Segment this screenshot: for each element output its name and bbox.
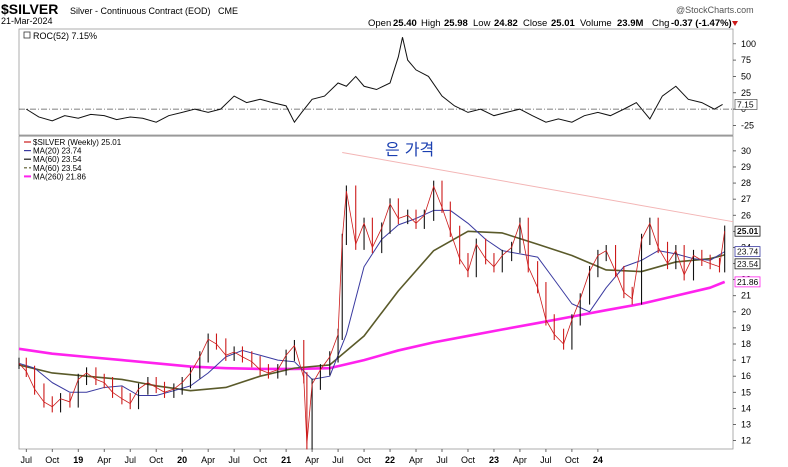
x-tick-label: 24	[593, 455, 603, 465]
price-legend-entry: $SILVER (Weekly) 25.01	[33, 138, 122, 147]
low-value: 24.82	[494, 18, 518, 29]
x-tick-label: 23	[489, 455, 499, 465]
price-legend-entry: MA(20) 23.74	[33, 147, 82, 156]
close-value: 25.01	[551, 18, 575, 29]
price-close-line	[18, 185, 726, 444]
date: 21-Mar-2024	[1, 16, 53, 26]
x-tick-label: 22	[385, 455, 395, 465]
chg-label: Chg	[652, 18, 669, 29]
price-tick-label: 12	[741, 436, 751, 446]
x-tick-label: Jul	[540, 455, 552, 465]
open-value: 25.40	[393, 18, 417, 29]
x-tick-label: Apr	[97, 455, 111, 465]
price-tick-label: 15	[741, 387, 751, 397]
price-tick-label: 28	[741, 178, 751, 188]
x-tick-label: 19	[73, 455, 83, 465]
x-tick-label: Jul	[21, 455, 33, 465]
x-tick-label: Oct	[149, 455, 164, 465]
x-tick-label: Oct	[45, 455, 60, 465]
x-tick-label: Oct	[565, 455, 580, 465]
x-tick-label: 21	[281, 455, 291, 465]
price-tag-value: 23.74	[737, 247, 759, 257]
price-tag	[734, 225, 761, 237]
roc-tick-label: 50	[741, 71, 751, 81]
chg-value: -0.37 (-1.47%)	[671, 18, 732, 29]
description: Silver - Continuous Contract (EOD)	[70, 6, 211, 16]
low-label: Low	[473, 18, 491, 29]
price-tag	[734, 276, 761, 288]
price-tick-label: 20	[741, 307, 751, 317]
price-tick-label: 13	[741, 419, 751, 429]
volume-label: Volume	[580, 18, 612, 29]
price-panel-frame	[18, 135, 734, 450]
x-tick-label: Apr	[305, 455, 319, 465]
roc-series-line	[26, 37, 723, 124]
x-tick-label: Jul	[436, 455, 448, 465]
exchange: CME	[218, 6, 238, 16]
roc-tick-label: 75	[741, 55, 751, 65]
roc-legend-label: ROC(52) 7.15%	[33, 31, 97, 41]
annotation-silver-price: 은 가격	[385, 140, 434, 159]
price-tick-label: 30	[741, 146, 751, 156]
close-label: Close	[523, 18, 547, 29]
trendline	[342, 151, 734, 223]
x-tick-label: 20	[177, 455, 187, 465]
price-tick-label: 18	[741, 339, 751, 349]
roc-last-value: 7.15	[737, 99, 754, 109]
x-tick-label: Oct	[357, 455, 372, 465]
price-tick-label: 21	[741, 291, 751, 301]
x-tick-label: Oct	[253, 455, 268, 465]
roc-legend: ROC(52) 7.15%	[23, 31, 97, 41]
price-tick-label: 29	[741, 162, 751, 172]
price-tick-label: 14	[741, 403, 751, 413]
x-tick-label: Jul	[228, 455, 240, 465]
price-tag	[734, 246, 761, 258]
price-legend-entry: MA(60) 23.54	[33, 164, 82, 173]
price-tag-value: 21.86	[737, 277, 759, 287]
price-tick-label: 19	[741, 323, 751, 333]
x-tick-label: Oct	[461, 455, 476, 465]
roc-tick-label: 25	[741, 88, 751, 98]
high-value: 25.98	[444, 18, 468, 29]
down-arrow-icon	[732, 21, 738, 26]
high-label: High	[421, 18, 441, 29]
x-tick-label: Apr	[409, 455, 423, 465]
roc-tick-label: -25	[741, 120, 754, 130]
x-tick-label: Jul	[124, 455, 136, 465]
symbol: $SILVER	[1, 1, 58, 17]
x-tick-label: Apr	[513, 455, 527, 465]
price-tick-label: 17	[741, 355, 751, 365]
price-tag	[734, 258, 761, 270]
roc-tick-label: 100	[741, 39, 756, 49]
price-legend-entry: MA(60) 23.54	[33, 155, 82, 164]
price-tag-value: 23.54	[737, 259, 759, 269]
watermark: @StockCharts.com	[676, 5, 754, 15]
ma260-line	[18, 280, 726, 371]
price-tick-label: 27	[741, 194, 751, 204]
roc-legend-swatch	[23, 31, 31, 39]
price-tag-value: 25.01	[737, 226, 759, 236]
roc-panel-frame	[18, 28, 734, 136]
x-tick-label: Jul	[332, 455, 344, 465]
price-tick-label: 26	[741, 210, 751, 220]
roc-last-tag	[734, 99, 758, 110]
x-tick-label: Apr	[201, 455, 215, 465]
open-label: Open	[368, 18, 391, 29]
volume-value: 23.9M	[617, 18, 643, 29]
price-tick-label: 16	[741, 371, 751, 381]
price-legend-entry: MA(260) 21.86	[33, 172, 86, 181]
